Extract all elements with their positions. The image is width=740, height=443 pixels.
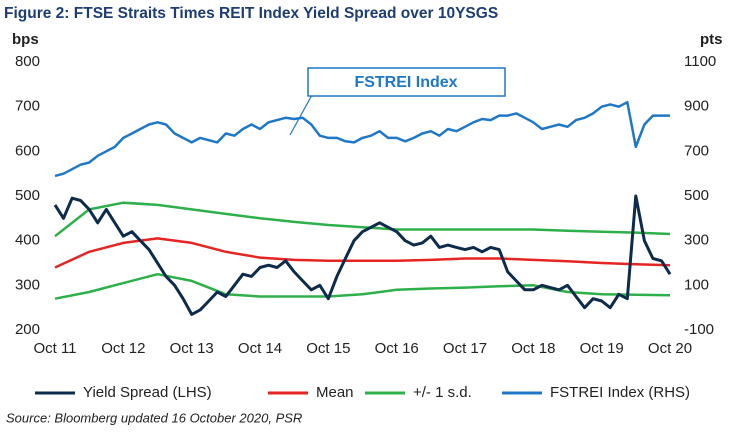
x-tick-label: Oct 12 (101, 340, 145, 357)
y-tick-label: 700 (15, 98, 40, 115)
x-tick-label: Oct 20 (648, 340, 692, 357)
y-tick-label: 600 (15, 142, 40, 159)
x-tick-label: Oct 15 (306, 340, 350, 357)
series-line (53, 194, 672, 316)
x-tick-label: Oct 14 (238, 340, 282, 357)
series-line (54, 237, 671, 269)
series-line (54, 201, 671, 238)
legend-label: +/- 1 s.d. (413, 384, 472, 401)
annotation-leader (289, 94, 313, 136)
x-tick-label: Oct 17 (443, 340, 487, 357)
x-tick-label: Oct 13 (170, 340, 214, 357)
y2-tick-label: -100 (684, 321, 714, 338)
y-tick-label: 200 (15, 321, 40, 338)
y2-tick-label: 1100 (684, 53, 716, 70)
y2-tick-label: 500 (684, 187, 709, 204)
y-axis-label: bps (12, 31, 39, 48)
y-tick-label: 400 (15, 232, 40, 249)
legend-label: Yield Spread (LHS) (83, 384, 212, 401)
y2-tick-label: 700 (684, 142, 709, 159)
y-tick-label: 300 (15, 276, 40, 293)
legend-label: FSTREI Index (RHS) (550, 384, 690, 401)
x-tick-label: Oct 11 (33, 340, 76, 357)
y-tick-label: 800 (15, 53, 40, 70)
y2-tick-label: 900 (684, 98, 709, 115)
y-tick-label: 500 (15, 187, 40, 204)
annotation-box (307, 67, 506, 97)
annotation: FSTREI Index (354, 74, 457, 91)
y2-axis-label: pts (700, 31, 723, 48)
chart-title: Figure 2: FTSE Straits Times REIT Index … (4, 5, 498, 22)
series-line (54, 272, 671, 300)
x-tick-label: Oct 16 (375, 340, 419, 357)
x-tick-label: Oct 18 (511, 340, 555, 357)
series-line (54, 100, 670, 178)
y2-tick-label: 100 (684, 276, 709, 293)
x-tick-label: Oct 19 (580, 340, 624, 357)
source-note: Source: Bloomberg updated 16 October 202… (6, 410, 302, 425)
y2-tick-label: 300 (684, 232, 709, 249)
legend-label: Mean (316, 384, 354, 401)
